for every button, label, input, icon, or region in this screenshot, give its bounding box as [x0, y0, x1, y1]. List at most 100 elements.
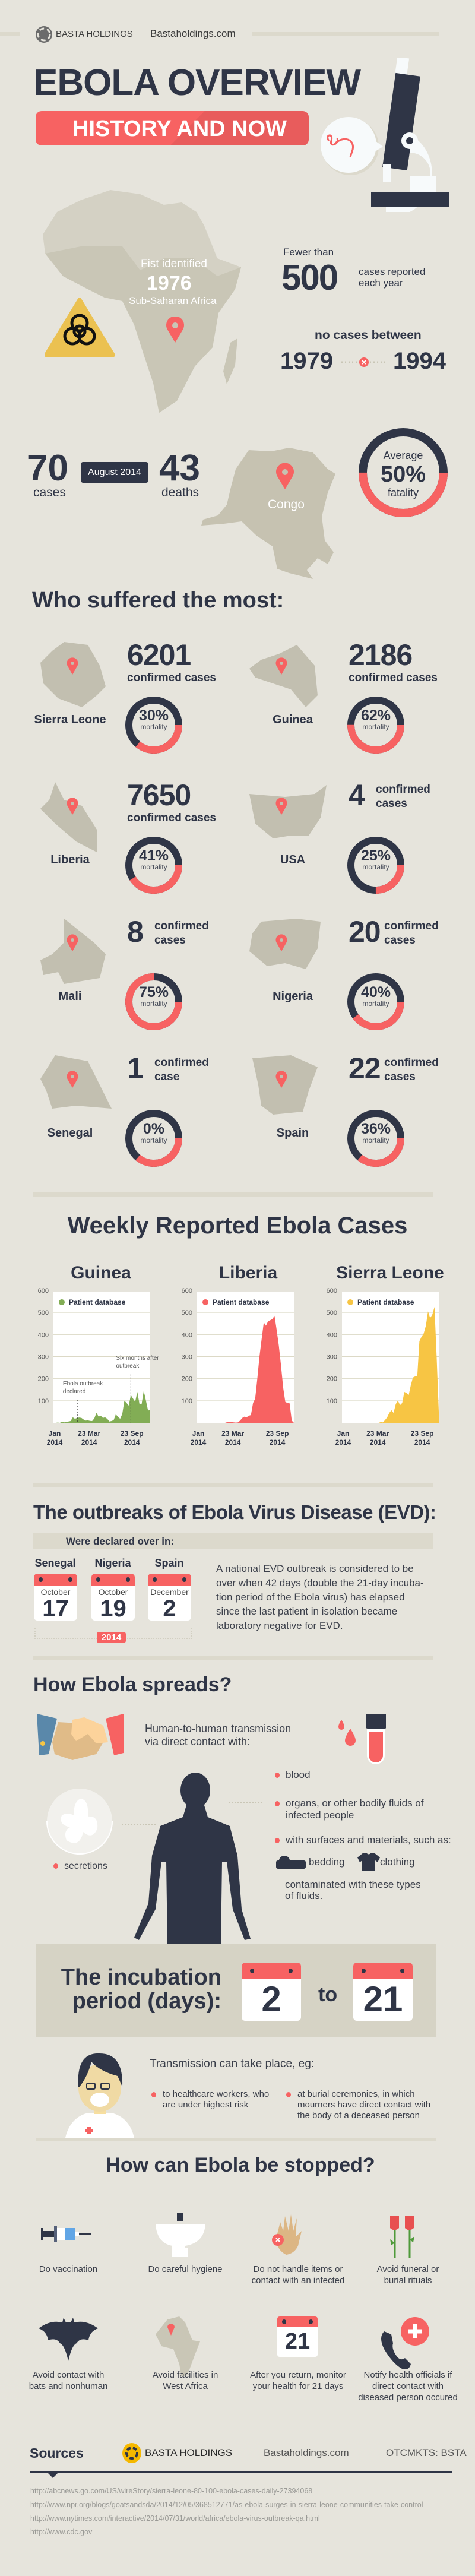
- country-map: [40, 642, 106, 707]
- confirmed-cases-label: confirmed cases: [127, 812, 216, 824]
- legend-label: Patient database: [213, 1298, 270, 1306]
- x-tick-label-year: 2014: [270, 1438, 286, 1447]
- confirmed-cases-value: 7650: [127, 779, 191, 812]
- label-line: Notify health officials if: [363, 2370, 452, 2380]
- footer-website-link[interactable]: Bastaholdings.com: [264, 2447, 349, 2458]
- location-pin-icon: [276, 798, 287, 815]
- section-divider: [33, 1192, 433, 1197]
- prevention-label: Notify health officials if direct contact…: [357, 2369, 458, 2403]
- incubation-to-word: to: [318, 1983, 338, 2006]
- secretions-label: secretions: [64, 1861, 107, 1871]
- declared-label: Were declared over in:: [66, 1536, 175, 1547]
- mortality-donut: [347, 697, 404, 754]
- prevention-label: After you return, monitor your health for…: [248, 2369, 349, 2392]
- confirmed-cases-label-2: cases: [384, 1071, 416, 1083]
- country-map: [40, 1055, 112, 1109]
- annotation-label: Six months after: [116, 1355, 159, 1362]
- prevention-label: Avoid funeral or burial rituals: [357, 2264, 458, 2286]
- hand-icon: [272, 2214, 302, 2255]
- confirmed-cases-label: confirmed: [384, 920, 439, 932]
- basta-logo-icon: [36, 26, 52, 43]
- declared-country: Nigeria: [94, 1557, 131, 1569]
- donut-mortality-arc: [347, 1110, 404, 1167]
- mortality-value: 30%: [138, 707, 169, 724]
- paragraph-line: over when 42 days (double the 21-day inc…: [216, 1577, 424, 1588]
- y-tick-label: 100: [38, 1398, 49, 1405]
- healthcare-item: to healthcare workers, who are under hig…: [151, 2089, 269, 2110]
- basta-logo-icon: [122, 2443, 141, 2463]
- label-line: West Africa: [163, 2381, 208, 2391]
- surfaces-item: with surfaces and materials, such as:: [275, 1834, 451, 1846]
- country-name: Liberia: [50, 853, 90, 866]
- mortality-donut: [125, 973, 182, 1030]
- y-tick-label: 500: [182, 1309, 192, 1317]
- mortality-donut: [347, 837, 404, 894]
- annotation-label-2: outbreak: [116, 1363, 140, 1369]
- label-line: Avoid contact with: [32, 2370, 104, 2380]
- bedding-icon: [276, 1856, 306, 1869]
- area-series: [197, 1315, 294, 1423]
- country-map: [249, 645, 318, 707]
- transmission-intro: Human-to-human transmission via direct c…: [145, 1722, 291, 1748]
- y-tick-label: 500: [327, 1309, 337, 1317]
- doctor-icon: [65, 2053, 134, 2138]
- x-tick-label: 23 Sep: [121, 1429, 144, 1438]
- item-line: mourners have direct contact with: [297, 2100, 431, 2110]
- source-link[interactable]: http://abcnews.go.com/US/wireStory/sierr…: [30, 2487, 313, 2495]
- subtitle-banner: HISTORY AND NOW: [36, 111, 309, 145]
- header-website-link[interactable]: Bastaholdings.com: [150, 28, 236, 39]
- congo-label: Congo: [268, 498, 305, 511]
- stop-title: How can Ebola be stopped?: [106, 2154, 375, 2176]
- x-tick-label-year: 2014: [47, 1438, 63, 1447]
- item-line: at burial ceremonies, in which: [297, 2089, 415, 2099]
- calendar-month: October: [98, 1587, 128, 1597]
- africa-map-icon: [156, 2316, 200, 2376]
- mortality-label: mortality: [362, 863, 390, 871]
- no-cases-label: no cases between: [315, 328, 422, 342]
- legend-label: Patient database: [357, 1298, 414, 1306]
- label-line: Avoid funeral or: [376, 2264, 439, 2274]
- spreads-title: How Ebola spreads?: [33, 1673, 232, 1696]
- confirmed-cases-label: confirmed cases: [349, 672, 438, 684]
- location-pin-icon: [66, 798, 78, 815]
- declared-country: Senegal: [34, 1557, 76, 1569]
- bullet: [275, 1801, 280, 1807]
- annotation-label: Ebola outbreak: [63, 1381, 103, 1387]
- blood-item: blood: [275, 1769, 311, 1781]
- label-line: bats and nonhuman: [28, 2381, 108, 2391]
- page-title: EBOLA OVERVIEW: [33, 62, 361, 103]
- x-tick-label: Jan: [49, 1429, 61, 1438]
- x-tick-label: 23 Mar: [366, 1429, 389, 1438]
- incubation-max-calendar: 21: [353, 1963, 413, 2021]
- organs-label: organs, or other bodily fluids of: [286, 1797, 424, 1809]
- date-calendar: December 2: [148, 1574, 191, 1621]
- bullet: [286, 2092, 291, 2097]
- label-line: Avoid facilities in: [152, 2370, 218, 2380]
- mortality-donut: [347, 973, 404, 1030]
- congo-cases-label: cases: [33, 486, 66, 499]
- label-line: contact with an infected: [251, 2276, 345, 2286]
- country-name: Senegal: [47, 1126, 93, 1140]
- mortality-label: mortality: [140, 1136, 167, 1144]
- x-tick-label-year: 2014: [81, 1438, 97, 1447]
- average-label: Average: [383, 450, 423, 461]
- donut-mortality-arc: [347, 973, 404, 1030]
- x-tick-label: Jan: [337, 1429, 350, 1438]
- chart-title: Sierra Leone: [336, 1263, 444, 1283]
- source-link[interactable]: http://www.npr.org/blogs/goatsandsda/201…: [30, 2501, 423, 2509]
- suffered-title: Who suffered the most:: [32, 588, 284, 613]
- label-line: Do careful hygiene: [148, 2264, 223, 2274]
- source-link[interactable]: http://www.nytimes.com/interactive/2014/…: [30, 2514, 320, 2523]
- y-tick-label: 200: [182, 1376, 192, 1383]
- source-link[interactable]: http://www.cdc.gov: [30, 2528, 93, 2536]
- secretion-dish-icon: [46, 1789, 113, 1855]
- y-tick-label: 500: [38, 1309, 49, 1317]
- legend-swatch: [59, 1299, 65, 1305]
- date-calendar: October 17: [34, 1574, 77, 1621]
- paragraph-line: laboratory negative for EVD.: [216, 1620, 343, 1631]
- section-divider: [33, 1656, 433, 1660]
- mortality-donut: [125, 837, 182, 894]
- calendar-month: December: [150, 1587, 189, 1597]
- phone-icon: [381, 2317, 429, 2369]
